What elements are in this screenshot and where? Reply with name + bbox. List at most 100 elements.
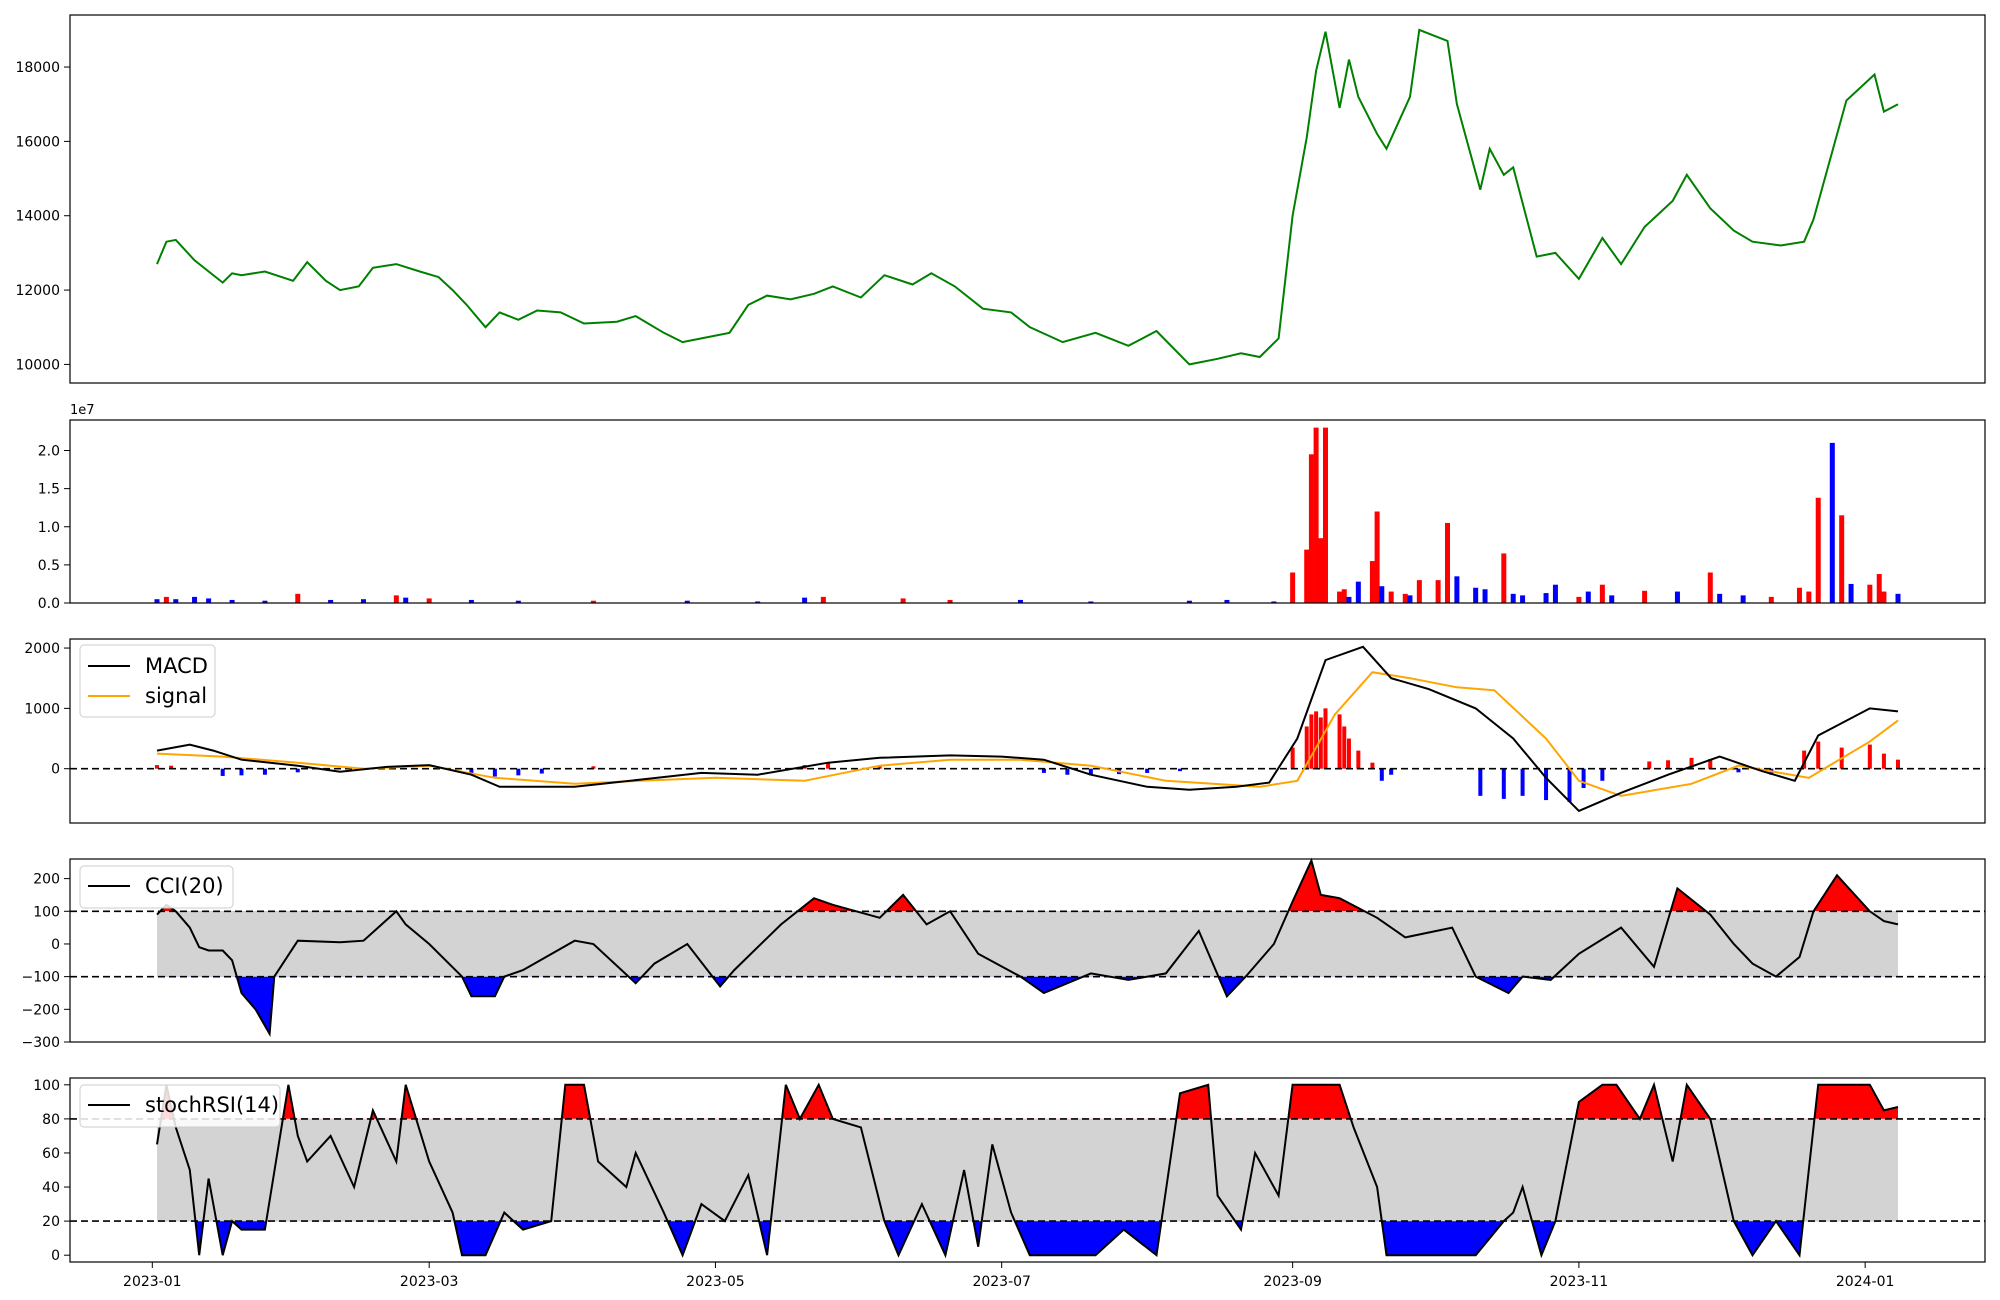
macd-histogram-bar (492, 768, 497, 777)
volume-bar (163, 596, 169, 603)
volume-bar (802, 597, 808, 603)
volume-bar (426, 598, 432, 603)
macd-histogram-bar (220, 768, 225, 776)
cci-y-tick-label-5: −300 (22, 1035, 60, 1051)
macd-histogram-bar (1600, 768, 1605, 781)
volume-y-tick-label-3: 1.5 (38, 482, 60, 498)
volume-bar (1876, 574, 1882, 603)
volume-bar (1454, 576, 1460, 603)
cci-line (156, 857, 1899, 1038)
macd-histogram-bar (1881, 753, 1886, 769)
volume-bar (1186, 600, 1192, 603)
volume-bar (1308, 454, 1314, 603)
volume-frame (69, 419, 1986, 604)
macd-histogram-bar (239, 768, 244, 776)
volume-bar (1444, 522, 1450, 603)
volume-bar (154, 599, 160, 603)
macd-histogram-bar (1088, 768, 1093, 776)
volume-bar (1839, 515, 1845, 603)
volume-bar (1355, 581, 1361, 603)
macd-histogram-bar (1178, 768, 1183, 772)
volume-bar (1867, 584, 1873, 603)
macd-panel: 0 1000 2000 MACD signal (24, 638, 1986, 824)
volume-bar (1482, 589, 1488, 603)
macd-histogram-bar (155, 765, 159, 769)
macd-histogram-bar (1342, 726, 1347, 769)
volume-y-tick-label-1: 0.5 (38, 558, 60, 574)
cci-frame (69, 858, 1986, 1043)
cci-panel: 200 100 0 −100 −200 −300 CCI(20) (22, 857, 1986, 1051)
macd-histogram-bar (1567, 768, 1572, 802)
volume-bar (1585, 591, 1591, 603)
cci-y-tick-label-2: 0 (51, 937, 60, 953)
stochrsi-y-tick-label-2: 40 (42, 1180, 60, 1196)
volume-bar (1501, 553, 1507, 603)
cci-y-tick-label-1: 100 (33, 904, 60, 920)
x-tick-label-3: 2023-07 (972, 1274, 1031, 1290)
macd-histogram-bar (295, 768, 300, 773)
volume-bar (262, 600, 268, 603)
volume-bar (1407, 595, 1413, 603)
volume-y-tick-label-2: 1.0 (38, 520, 60, 536)
volume-bar (1017, 599, 1023, 603)
macd-histogram-bar (1389, 768, 1394, 775)
macd-histogram-bar (1309, 714, 1314, 769)
macd-histogram-bar (1689, 757, 1694, 769)
macd-histogram-bar (591, 766, 596, 769)
cci-y-tick-label-0: 200 (33, 872, 60, 888)
volume-bar (1224, 599, 1230, 603)
macd-histogram-bar (169, 765, 174, 769)
volume-bar (393, 595, 399, 603)
price-y-tick-label-4: 18000 (15, 60, 60, 76)
price-y-tick-label-2: 14000 (15, 209, 60, 225)
cci-y-tick-label-3: −100 (22, 970, 60, 986)
macd-histogram-bar (1145, 768, 1150, 773)
macd-histogram-bar (1290, 747, 1295, 769)
macd-histogram-bar (1337, 714, 1342, 769)
volume-bar (1740, 595, 1746, 603)
macd-histogram-bar (1647, 761, 1652, 769)
macd-histogram-bar (1323, 708, 1328, 769)
macd-legend-label-signal: signal (145, 684, 207, 708)
volume-bar (1576, 596, 1582, 603)
macd-histogram-bar (1802, 750, 1807, 769)
price-frame (69, 14, 1986, 384)
volume-bar (1435, 580, 1441, 603)
volume-bar (947, 599, 953, 603)
volume-bar (1341, 589, 1347, 603)
cci-band (157, 911, 1898, 977)
volume-bar (295, 593, 301, 603)
volume-bar (1374, 511, 1380, 603)
volume-bar (755, 601, 761, 603)
volume-bar (360, 599, 366, 603)
volume-bar (1881, 591, 1887, 603)
price-panel: 10000 12000 14000 16000 18000 (15, 14, 1986, 384)
macd-histogram-bar (1581, 768, 1586, 789)
volume-bar (1674, 591, 1680, 603)
stochrsi-frame (69, 1077, 1986, 1263)
volume-bar (1815, 497, 1821, 603)
macd-histogram-bar (1041, 768, 1046, 773)
volume-marks (154, 427, 1901, 603)
stochrsi-marks (70, 1081, 1985, 1259)
volume-bar (1717, 593, 1723, 603)
volume-bar (1304, 549, 1310, 603)
macd-histogram-bar (1501, 768, 1506, 799)
volume-bar (468, 599, 474, 603)
macd-histogram-bar (1304, 726, 1309, 769)
volume-bar (403, 597, 409, 603)
stochrsi-legend-label: stochRSI(14) (145, 1093, 279, 1117)
volume-bar (1337, 591, 1343, 603)
volume-bar (1510, 593, 1516, 603)
cci-legend-box (79, 865, 234, 909)
macd-histogram-bar (1478, 768, 1483, 796)
volume-bar (1707, 572, 1713, 603)
macd-y-tick-label-1: 1000 (24, 701, 60, 717)
stochrsi-legend: stochRSI(14) (79, 1084, 281, 1128)
volume-bar (1796, 587, 1802, 603)
macd-histogram-bar (877, 766, 882, 769)
macd-histogram-bar (1314, 711, 1319, 769)
volume-bar (1346, 596, 1352, 603)
volume-scale-label: 1e7 (70, 403, 95, 418)
volume-panel: 0.0 0.5 1.0 1.5 2.0 1e7 (38, 403, 1986, 612)
